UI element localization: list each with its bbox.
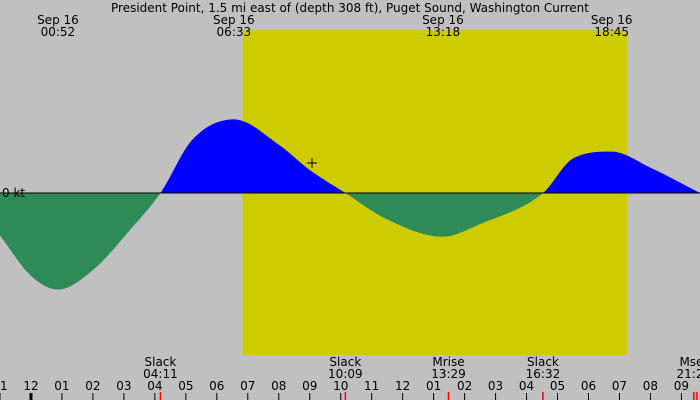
crosshair-cursor-icon (307, 158, 317, 168)
bottom-event-time: 16:32 (526, 367, 561, 381)
top-event-date: Sep 16 (37, 13, 79, 27)
x-tick-label: 11 (0, 379, 8, 393)
x-tick-label: 03 (116, 379, 131, 393)
top-event-date: Sep 16 (422, 13, 464, 27)
top-event-date: Sep 16 (591, 13, 633, 27)
x-tick-label: 11 (364, 379, 379, 393)
ebb-current-area (346, 193, 542, 237)
bottom-event-label: Mrise (432, 355, 464, 369)
bottom-event-labels: Slack04:11Slack10:09Mrise13:29Slack16:32… (143, 355, 700, 381)
bottom-event-time: 10:09 (328, 367, 363, 381)
x-tick-label: 06 (209, 379, 224, 393)
bottom-event-label: Slack (527, 355, 559, 369)
current-fills (0, 119, 700, 290)
x-tick-label: 04 (519, 379, 534, 393)
x-tick-label: 12 (395, 379, 410, 393)
flood-current-area (543, 151, 700, 193)
x-tick-label: 08 (643, 379, 658, 393)
x-tick-label: 02 (85, 379, 100, 393)
ebb-current-area (0, 193, 160, 290)
x-tick-label: 09 (674, 379, 689, 393)
x-tick-label: 10 (333, 379, 348, 393)
zero-kt-label: 0 kt (2, 186, 25, 200)
x-tick-label: 01 (54, 379, 69, 393)
x-tick-label: 04 (147, 379, 162, 393)
x-tick-label: 07 (612, 379, 627, 393)
x-tick-label: 07 (240, 379, 255, 393)
x-tick-label: 05 (550, 379, 565, 393)
top-event-date: Sep 16 (213, 13, 255, 27)
bottom-event-label: Slack (329, 355, 361, 369)
flood-current-area (161, 119, 345, 193)
x-tick-label: 01 (426, 379, 441, 393)
chart-title: President Point, 1.5 mi east of (depth 3… (111, 1, 589, 15)
top-event-time: 00:52 (41, 25, 76, 39)
bottom-event-time: 21:24 (677, 367, 700, 381)
bottom-event-label: Slack (145, 355, 177, 369)
top-event-time: 18:45 (594, 25, 629, 39)
x-axis: 11 12 01 02 03 04 05 06 07 08 09 10 11 12 01 02 03 04 05 06… (0, 379, 698, 400)
bottom-event-label: Mset (679, 355, 700, 369)
x-tick-label: 12 (23, 379, 38, 393)
x-tick-label: 05 (178, 379, 193, 393)
top-event-time: 06:33 (217, 25, 252, 39)
top-event-time: 13:18 (426, 25, 461, 39)
bottom-event-time: 04:11 (143, 367, 178, 381)
x-tick-label: 06 (581, 379, 596, 393)
x-tick-label: 03 (488, 379, 503, 393)
x-tick-label: 09 (302, 379, 317, 393)
bottom-event-time: 13:29 (431, 367, 466, 381)
x-tick-label: 02 (457, 379, 472, 393)
x-tick-label: 08 (271, 379, 286, 393)
